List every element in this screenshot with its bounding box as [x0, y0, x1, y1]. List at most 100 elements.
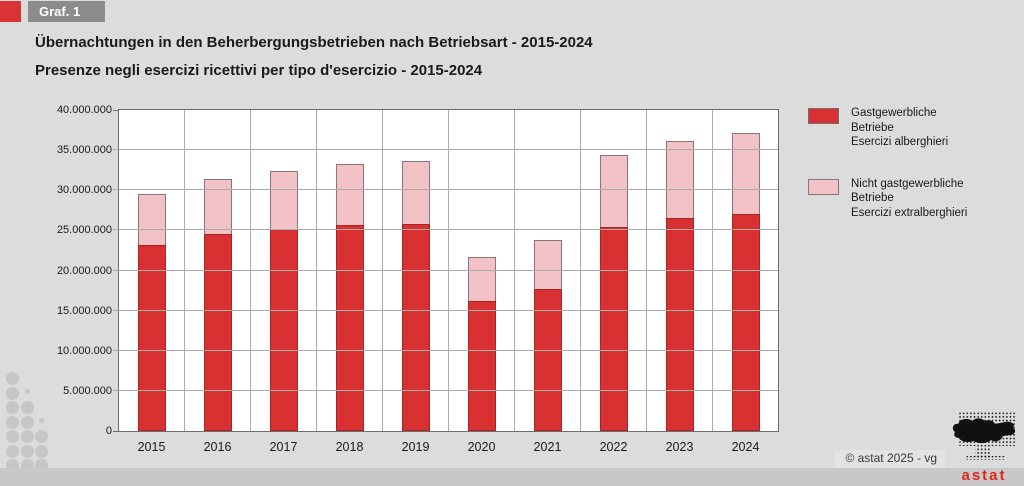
bar-segment-non-hotel-2018	[335, 164, 364, 225]
decorative-dot	[35, 430, 48, 443]
stacked-bar-2018	[335, 164, 364, 431]
bar-segment-hotel-2021	[533, 289, 562, 431]
bar-segment-non-hotel-2024	[731, 133, 760, 214]
y-tick-label: 5.000.000	[63, 384, 112, 397]
stacked-bar-2023	[665, 141, 694, 431]
axis-tick	[113, 431, 119, 432]
astat-logo: astat	[947, 412, 1021, 484]
h-gridline	[113, 309, 778, 311]
decorative-dot	[20, 401, 34, 414]
decorative-dot	[6, 386, 19, 400]
bar-segment-non-hotel-2022	[599, 155, 628, 227]
y-tick-label: 40.000.000	[56, 104, 112, 116]
decorative-dot	[20, 430, 34, 443]
bar-segment-hotel-2024	[731, 214, 760, 431]
legend: Gastgewerbliche Betriebe Esercizi alberg…	[808, 106, 967, 247]
bar-segment-hotel-2020	[467, 301, 496, 431]
axis-tick	[113, 110, 119, 111]
astat-logo-map-icon	[952, 412, 1016, 460]
copyright-text: © astat 2025 - vg	[835, 450, 945, 468]
bar-segment-hotel-2016	[203, 234, 232, 431]
graph-number-badge: Graf. 1	[28, 1, 105, 22]
decorative-dot	[6, 444, 19, 458]
decorative-dot	[35, 444, 48, 458]
bar-segment-hotel-2018	[335, 225, 364, 431]
astat-logo-text: astat	[961, 467, 1007, 484]
stacked-bar-2019	[401, 161, 430, 431]
h-gridline	[113, 269, 778, 271]
decorative-dot	[25, 389, 30, 394]
plot-area: 2015 2016 2017 2018 2019 2020 2021 2022 2023 2024	[113, 109, 779, 454]
legend-label-line: Esercizi extralberghieri	[851, 206, 968, 219]
bar-segment-hotel-2015	[137, 245, 166, 431]
bar-segment-non-hotel-2015	[137, 194, 166, 245]
chart-title-german: Übernachtungen in den Beherbergungsbetri…	[35, 34, 593, 51]
legend-label-line: Betriebe	[851, 121, 894, 134]
legend-swatch-red	[808, 108, 839, 124]
year-column: 2017	[250, 110, 316, 454]
legend-item-non-hotels: Nicht gastgewerbliche Betriebe Esercizi …	[808, 177, 967, 221]
bar-segment-hotel-2023	[665, 218, 694, 431]
bar-segment-non-hotel-2023	[665, 141, 694, 218]
decorative-dot	[6, 401, 19, 414]
x-tick-label: 2020	[467, 440, 496, 454]
y-tick-label: 30.000.000	[56, 184, 112, 197]
x-tick-label: 2017	[269, 440, 298, 454]
bar-segment-hotel-2022	[599, 227, 628, 431]
bar-columns: 2015 2016 2017 2018 2019 2020 2021 2022 2023 2024	[119, 110, 778, 454]
year-column: 2022	[580, 110, 646, 454]
decorative-dot	[20, 444, 34, 458]
y-tick-label: 35.000.000	[56, 144, 112, 157]
x-tick-label: 2021	[533, 440, 562, 454]
stacked-bar-2017	[269, 171, 298, 431]
h-gridline	[113, 149, 778, 151]
legend-label-line: Nicht gastgewerbliche	[851, 177, 964, 190]
bar-segment-hotel-2019	[401, 224, 430, 431]
h-gridline	[113, 229, 778, 231]
year-column: 2019	[382, 110, 448, 454]
x-tick-label: 2022	[599, 440, 628, 454]
stacked-bar-2016	[203, 179, 232, 431]
x-tick-label: 2024	[731, 440, 760, 454]
stacked-bar-2015	[137, 194, 166, 431]
stacked-bar-2021	[533, 240, 562, 431]
bar-segment-non-hotel-2021	[533, 240, 562, 289]
year-column: 2024	[712, 110, 778, 454]
y-tick-label: 10.000.000	[56, 344, 112, 357]
bar-segment-non-hotel-2016	[203, 179, 232, 234]
y-tick-label: 15.000.000	[56, 304, 112, 317]
legend-item-hotels: Gastgewerbliche Betriebe Esercizi alberg…	[808, 106, 967, 150]
x-tick-label: 2023	[665, 440, 694, 454]
y-tick-label: 0	[105, 425, 112, 437]
year-column: 2016	[184, 110, 250, 454]
year-column: 2015	[119, 110, 184, 454]
bar-segment-non-hotel-2020	[467, 257, 496, 301]
legend-swatch-pink	[808, 178, 839, 195]
legend-label-line: Esercizi alberghieri	[851, 136, 949, 148]
x-tick-label: 2015	[137, 440, 166, 454]
y-tick-label: 20.000.000	[56, 264, 112, 277]
stacked-bar-2022	[599, 155, 628, 431]
legend-label-line: Gastgewerbliche	[851, 107, 937, 119]
footer-strip	[0, 468, 1024, 486]
year-column: 2020	[448, 110, 514, 454]
stacked-bar-2024	[731, 133, 760, 431]
year-column: 2021	[514, 110, 580, 454]
year-column: 2023	[646, 110, 712, 454]
decorative-dot	[20, 415, 34, 429]
decorative-dot	[6, 372, 19, 385]
year-column: 2018	[316, 110, 382, 454]
decorative-dot	[6, 415, 19, 429]
x-tick-label: 2016	[203, 440, 232, 454]
h-gridline	[113, 189, 778, 191]
decorative-dot	[6, 430, 19, 443]
x-tick-label: 2018	[335, 440, 364, 454]
decorative-dot	[39, 418, 44, 423]
legend-label-line: Betriebe	[851, 192, 894, 204]
x-tick-label: 2019	[401, 440, 430, 454]
h-gridline	[113, 349, 778, 351]
h-gridline	[113, 389, 778, 391]
bar-segment-non-hotel-2019	[401, 161, 430, 224]
accent-red-square	[0, 1, 21, 22]
